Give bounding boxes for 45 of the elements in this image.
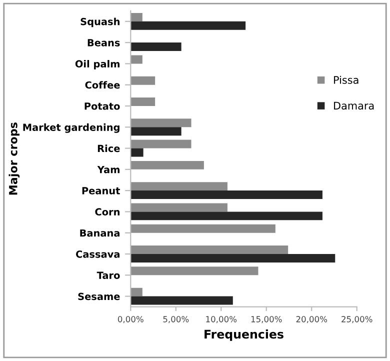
x-tick-label: 5,00% [163, 316, 189, 324]
bar [130, 254, 336, 262]
bar [130, 182, 228, 191]
bar [130, 203, 228, 212]
y-tick-label: Coffee [85, 81, 120, 89]
y-tick-label: Cassava [76, 250, 120, 258]
x-tick-label: 10,00% [206, 316, 237, 324]
x-axis-title: Frequencies [204, 330, 284, 341]
y-tick-label: Potato [84, 102, 120, 110]
bar [130, 127, 182, 136]
bar [130, 76, 156, 85]
x-tick-label: 0,00% [118, 316, 144, 324]
bar [130, 118, 192, 128]
bar [130, 160, 204, 170]
bar [130, 288, 142, 296]
bar [130, 266, 258, 276]
y-tick-label: Beans [88, 39, 120, 46]
y-tick-label: Rice [98, 144, 120, 152]
y-tick-label: Sesame [78, 292, 120, 300]
legend-label: Damara [334, 102, 374, 110]
bar [130, 190, 322, 200]
y-tick-label: Oil palm [75, 60, 120, 70]
y-tick-label: Banana [80, 229, 120, 237]
bar [130, 55, 142, 64]
bar [130, 21, 246, 30]
bar [130, 98, 156, 106]
y-tick-label: Peanut [82, 187, 120, 194]
bar [130, 212, 322, 220]
x-tick-label: 15,00% [251, 316, 282, 324]
legend-label: Pissa [334, 76, 358, 84]
bar [130, 140, 192, 148]
y-tick-label: Corn [95, 208, 120, 216]
x-tick-label: 25,00% [342, 316, 372, 324]
bar [130, 224, 276, 233]
bar [130, 12, 142, 22]
x-tick-label: 20,00% [296, 316, 328, 324]
y-axis-title: Major crops [8, 122, 20, 195]
y-tick-label: Squash [80, 18, 120, 28]
bar [130, 42, 182, 52]
y-tick-label: Yam [97, 166, 120, 174]
bar [130, 148, 144, 157]
bar [130, 246, 288, 254]
y-tick-label: Market gardening [23, 123, 120, 133]
y-tick-label: Taro [96, 272, 120, 279]
bar [130, 296, 233, 305]
